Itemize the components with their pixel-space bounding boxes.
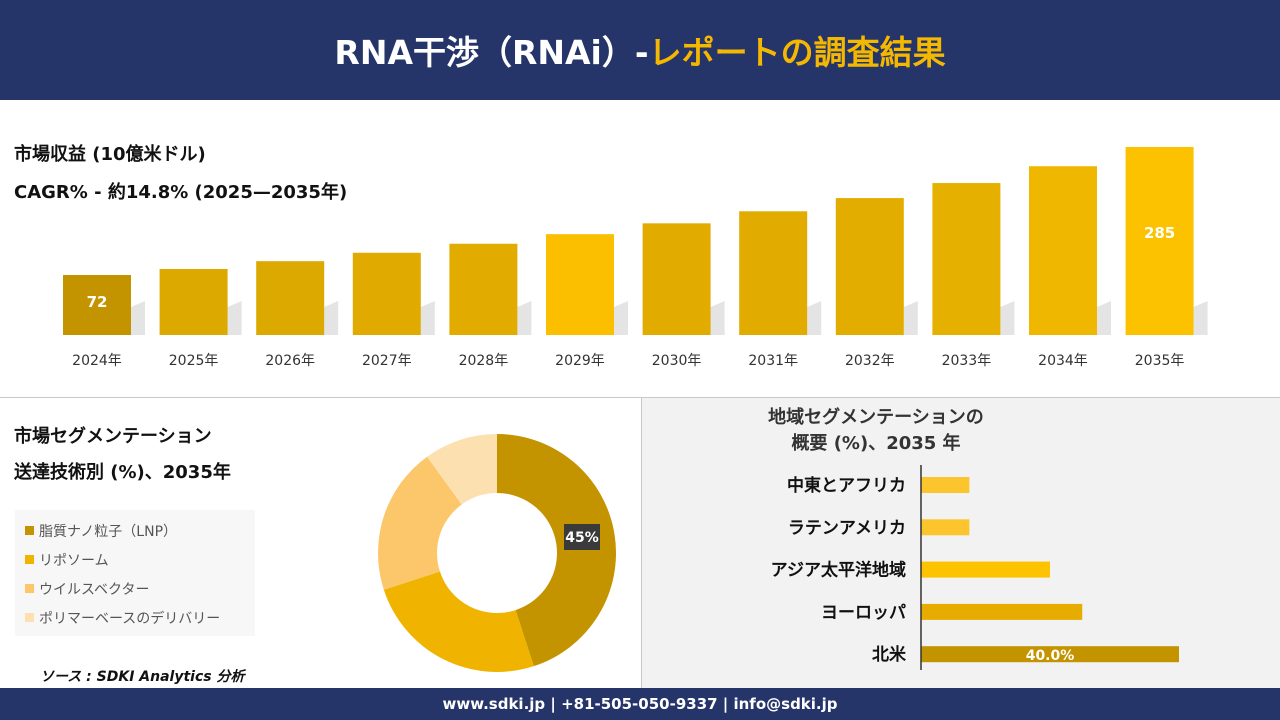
bar-shadow xyxy=(710,301,725,335)
bar-2033年 xyxy=(932,183,1001,335)
bar-2027年 xyxy=(352,252,421,335)
x-tick-label: 2026年 xyxy=(265,353,315,369)
bar-shadow xyxy=(324,301,339,335)
bar-shadow xyxy=(1097,301,1111,335)
region-label: 中東とアフリカ xyxy=(787,475,906,496)
region-title-line2: 概要 (%)、2035 年 xyxy=(791,433,961,454)
legend-swatch xyxy=(25,555,34,564)
legend-swatch xyxy=(25,584,34,593)
segmentation-title: 市場セグメンテーション xyxy=(14,426,212,447)
donut-legend: 脂質ナノ粒子（LNP） リポソームウイルスベクターポリマーベースのデリバリー xyxy=(15,510,255,636)
bar-2025年 xyxy=(159,268,228,335)
bar-shadow xyxy=(807,301,822,335)
bar-shadow xyxy=(1193,301,1208,335)
bar-shadow xyxy=(420,301,435,335)
region-label: ヨーロッパ xyxy=(821,603,906,623)
region-bar-北米 xyxy=(921,646,1179,663)
segmentation-subtitle: 送達技術別 (%)、2035年 xyxy=(14,462,231,483)
x-tick-label: 2033年 xyxy=(942,353,992,369)
region-title: 地域セグメンテーションの 概要 (%)、2035 年 xyxy=(641,405,1111,457)
bar-2032年 xyxy=(835,198,904,335)
legend-item: ウイルスベクター xyxy=(25,574,245,603)
x-tick-label: 2024年 xyxy=(72,353,122,369)
bar-shadow xyxy=(131,301,145,335)
donut-slice-0 xyxy=(497,434,616,667)
x-tick-label: 2035年 xyxy=(1135,353,1185,369)
bar-2034年 xyxy=(1029,166,1097,335)
bar-2026年 xyxy=(256,261,325,335)
region-label: ラテンアメリカ xyxy=(788,518,906,538)
legend-label: リポソーム xyxy=(39,552,109,569)
title-main: RNA干渉（RNAi）- xyxy=(334,33,649,72)
bar-shadow xyxy=(517,301,532,335)
legend-label: ウイルスベクター xyxy=(39,581,150,598)
donut-slice-1 xyxy=(383,571,534,672)
bar-2031年 xyxy=(739,211,808,335)
x-tick-label: 2027年 xyxy=(362,353,412,369)
region-bar-ラテンアメリカ xyxy=(921,519,970,536)
donut-slice-3 xyxy=(427,434,497,505)
region-bar-アジア太平洋地域 xyxy=(921,561,1050,578)
donut-slice-2 xyxy=(378,456,462,590)
x-tick-label: 2031年 xyxy=(748,353,798,369)
x-tick-label: 2032年 xyxy=(845,353,895,369)
bar-2024年 xyxy=(63,275,131,335)
bar-2028年 xyxy=(449,243,518,335)
footer-contact: www.sdki.jp | +81-505-050-9337 | info@sd… xyxy=(0,688,1280,720)
x-tick-label: 2030年 xyxy=(652,353,702,369)
x-tick-label: 2025年 xyxy=(169,353,219,369)
legend-item: ポリマーベースのデリバリー xyxy=(25,603,245,632)
region-panel xyxy=(641,398,1280,688)
legend-swatch xyxy=(25,613,34,622)
title-accent: レポートの調査結果 xyxy=(648,33,946,72)
x-tick-label: 2029年 xyxy=(555,353,605,369)
bar-2035年 xyxy=(1125,147,1194,335)
bar-shadow xyxy=(614,301,628,335)
bar-2030年 xyxy=(642,223,711,335)
region-data-label: 40.0% xyxy=(1026,648,1075,664)
legend-item: 脂質ナノ粒子（LNP） xyxy=(25,516,245,545)
cagr-label: CAGR% - 約14.8% (2025—2035年) xyxy=(14,182,348,203)
x-tick-label: 2028年 xyxy=(459,353,509,369)
divider xyxy=(0,397,1280,398)
bar-shadow xyxy=(1000,301,1015,335)
legend-label: ポリマーベースのデリバリー xyxy=(39,610,221,627)
bar-shadow xyxy=(227,301,242,335)
bar-data-label: 285 xyxy=(1144,224,1175,242)
report-header: RNA干渉（RNAi）- レポートの調査結果 xyxy=(0,0,1280,100)
bar-data-label: 72 xyxy=(87,293,108,311)
region-label: 北米 xyxy=(872,644,907,665)
region-title-line1: 地域セグメンテーションの xyxy=(768,407,984,428)
delivery-donut-chart: 45% xyxy=(378,434,616,672)
bar-2029年 xyxy=(546,234,614,335)
region-bar-中東とアフリカ xyxy=(921,477,970,493)
revenue-title: 市場収益 (10億米ドル) xyxy=(14,144,206,165)
legend-swatch xyxy=(25,526,34,535)
legend-label: 脂質ナノ粒子（LNP） xyxy=(39,523,178,540)
revenue-bar-chart: 2024年 72 2025年 2026年 2027年 2028年 2029年 2030年 203… xyxy=(63,147,1208,369)
slice-label-bg xyxy=(564,524,600,550)
slice-data-label: 45% xyxy=(565,530,599,546)
x-tick-label: 2034年 xyxy=(1038,353,1088,369)
bar-shadow xyxy=(903,301,918,335)
region-bar-ヨーロッパ xyxy=(921,603,1083,620)
source-note: ソース : SDKI Analytics 分析 xyxy=(40,669,245,685)
legend-item: リポソーム xyxy=(25,545,245,574)
region-label: アジア太平洋地域 xyxy=(771,560,906,581)
